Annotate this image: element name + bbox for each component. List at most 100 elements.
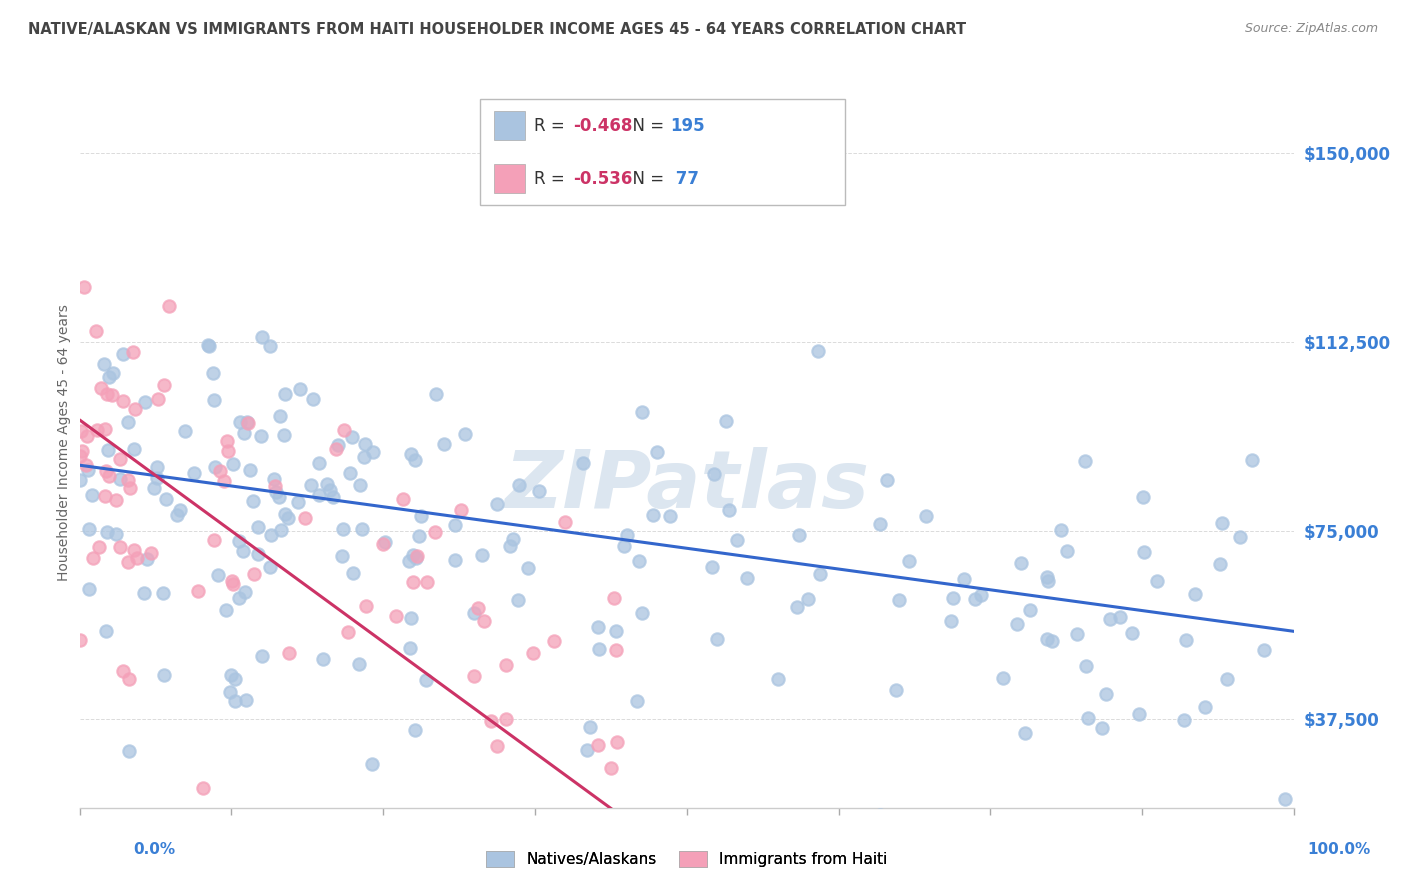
- Point: [326, 438, 349, 452]
- Point: [506, 593, 529, 607]
- Point: [517, 560, 540, 574]
- Point: [269, 490, 291, 504]
- Point: [398, 640, 420, 655]
- Point: [352, 522, 374, 536]
- Point: [443, 553, 465, 567]
- Point: [404, 453, 426, 467]
- Point: [807, 344, 830, 359]
- Point: [1174, 633, 1197, 648]
- Point: [606, 735, 628, 749]
- Point: [264, 479, 287, 493]
- Point: [111, 347, 134, 361]
- Point: [522, 646, 544, 660]
- Point: [288, 382, 311, 396]
- Point: [173, 424, 195, 438]
- Point: [152, 668, 174, 682]
- Point: [718, 503, 741, 517]
- Point: [204, 459, 226, 474]
- Point: [1010, 556, 1032, 570]
- Text: 77: 77: [671, 169, 699, 187]
- Point: [259, 339, 281, 353]
- Point: [869, 808, 891, 822]
- Point: [77, 522, 100, 536]
- Point: [1036, 570, 1059, 584]
- Point: [425, 525, 447, 540]
- Point: [146, 460, 169, 475]
- Point: [605, 643, 627, 657]
- Point: [127, 551, 149, 566]
- Point: [398, 554, 420, 568]
- Point: [155, 492, 177, 507]
- Point: [197, 337, 219, 351]
- Point: [391, 491, 413, 506]
- Point: [898, 554, 921, 568]
- Point: [399, 447, 422, 461]
- Point: [75, 458, 97, 472]
- Point: [1212, 826, 1234, 840]
- Point: [939, 614, 962, 628]
- Point: [658, 509, 681, 524]
- Point: [232, 544, 254, 558]
- Point: [495, 712, 517, 726]
- Point: [242, 493, 264, 508]
- Text: -0.468: -0.468: [574, 117, 633, 135]
- Point: [110, 472, 132, 486]
- Legend: Natives/Alaskans, Immigrants from Haiti: Natives/Alaskans, Immigrants from Haiti: [481, 845, 893, 873]
- Point: [479, 714, 502, 728]
- Point: [401, 548, 423, 562]
- Point: [299, 478, 322, 492]
- Point: [98, 469, 121, 483]
- Point: [117, 415, 139, 429]
- Point: [914, 508, 936, 523]
- Point: [523, 826, 546, 840]
- Point: [105, 527, 128, 541]
- Point: [953, 573, 976, 587]
- Point: [766, 672, 789, 686]
- Point: [270, 523, 292, 537]
- Point: [1074, 454, 1097, 468]
- Point: [502, 532, 524, 546]
- Point: [94, 489, 117, 503]
- Point: [1216, 672, 1239, 686]
- Point: [89, 541, 111, 555]
- Point: [122, 442, 145, 456]
- Point: [603, 591, 626, 606]
- Point: [157, 300, 180, 314]
- Point: [627, 553, 650, 567]
- Point: [702, 559, 724, 574]
- Point: [1146, 574, 1168, 588]
- Point: [96, 524, 118, 539]
- Point: [332, 522, 354, 536]
- Point: [1229, 530, 1251, 544]
- Point: [406, 549, 429, 563]
- Point: [706, 632, 728, 647]
- Point: [82, 551, 104, 566]
- Point: [1098, 612, 1121, 626]
- Point: [808, 567, 831, 582]
- Point: [302, 392, 325, 407]
- Point: [1240, 453, 1263, 467]
- Point: [404, 723, 426, 737]
- Point: [1077, 711, 1099, 725]
- Point: [135, 551, 157, 566]
- Y-axis label: Householder Income Ages 45 - 64 years: Householder Income Ages 45 - 64 years: [58, 304, 72, 581]
- Point: [886, 682, 908, 697]
- Point: [1049, 523, 1071, 537]
- Point: [626, 694, 648, 708]
- Point: [374, 535, 396, 549]
- Point: [1049, 816, 1071, 830]
- Point: [354, 437, 377, 451]
- Point: [495, 657, 517, 672]
- Text: 195: 195: [671, 117, 704, 135]
- Point: [416, 575, 439, 590]
- Point: [433, 436, 456, 450]
- Point: [250, 649, 273, 664]
- Point: [277, 511, 299, 525]
- Point: [543, 634, 565, 648]
- Text: NATIVE/ALASKAN VS IMMIGRANTS FROM HAITI HOUSEHOLDER INCOME AGES 45 - 64 YEARS CO: NATIVE/ALASKAN VS IMMIGRANTS FROM HAITI …: [28, 22, 966, 37]
- Point: [215, 603, 238, 617]
- Point: [472, 614, 495, 628]
- Point: [716, 413, 738, 427]
- Point: [263, 473, 285, 487]
- Point: [467, 601, 489, 615]
